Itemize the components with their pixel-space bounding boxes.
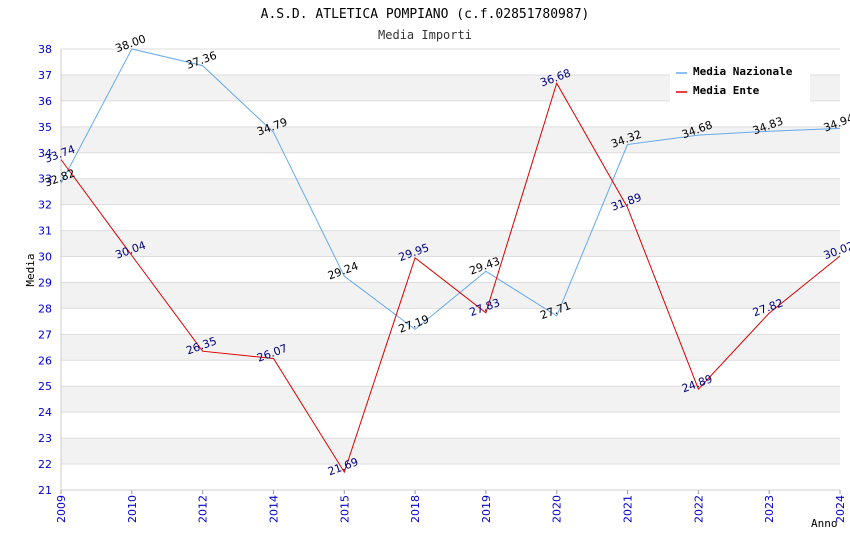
chart-title: A.S.D. ATLETICA POMPIANO (c.f.0285178098… (261, 7, 590, 22)
y-tick-label: 33 (38, 173, 52, 186)
y-axis-label: Media (24, 253, 37, 286)
y-tick-label: 26 (38, 354, 52, 367)
y-tick-label: 31 (38, 225, 52, 238)
legend-label-ente: Media Ente (693, 84, 760, 97)
y-tick-label: 37 (38, 69, 52, 82)
grid-bands (61, 74, 840, 465)
data-label: 29.43 (468, 255, 502, 278)
x-tick-label: 2019 (480, 495, 493, 523)
legend-box (670, 62, 810, 102)
series-lines (60, 48, 841, 474)
y-tick-label: 22 (38, 458, 52, 471)
y-tick-label: 35 (38, 121, 52, 134)
x-tick-labels: 2009 2010 2012 2014 2015 2018 2019 2020 2021 2022… (55, 495, 847, 523)
y-tick-labels: 21 22 23 24 25 26 27 28 29 30 31 32 33 34 35 36 37 38 (38, 43, 52, 497)
grid-band (61, 386, 840, 413)
y-tick-label: 36 (38, 95, 52, 108)
grid-band (61, 334, 840, 361)
y-tick-label: 34 (38, 147, 52, 160)
y-tick-label: 24 (38, 406, 52, 419)
y-tick-label: 38 (38, 43, 52, 56)
gridlines (60, 48, 841, 494)
legend-label-nazionale: Media Nazionale (693, 65, 793, 78)
x-tick-label: 2020 (551, 495, 564, 523)
grid-band (61, 126, 840, 153)
y-tick-label: 28 (38, 302, 52, 315)
y-tick-label: 30 (38, 251, 52, 264)
series-line-media-ente (60, 81, 841, 474)
chart-subtitle: Media Importi (378, 28, 472, 42)
grid-band (61, 178, 840, 205)
x-tick-label: 2015 (338, 495, 351, 523)
y-tick-label: 27 (38, 328, 52, 341)
grid-band (61, 282, 840, 309)
axes (60, 49, 840, 491)
x-tick-label: 2023 (763, 495, 776, 523)
x-tick-label: 2009 (55, 495, 68, 523)
x-axis-label: Anno (811, 517, 838, 530)
x-tick-label: 2024 (834, 495, 847, 523)
grid-band (61, 230, 840, 257)
x-tick-label: 2014 (267, 495, 280, 523)
data-label: 37.36 (184, 49, 218, 72)
x-tick-label: 2018 (409, 495, 422, 523)
series-line-media-nazionale (60, 48, 841, 331)
data-label: 27.19 (397, 313, 431, 336)
y-tick-label: 29 (38, 276, 52, 289)
grid-band (61, 438, 840, 465)
x-tick-label: 2012 (197, 495, 210, 523)
y-tick-label: 32 (38, 199, 52, 212)
data-label: 29.24 (326, 259, 360, 282)
legend: Media Nazionale Media Ente (670, 62, 810, 102)
x-tick-label: 2021 (622, 495, 635, 523)
x-tick-label: 2010 (126, 495, 139, 523)
y-tick-label: 21 (38, 484, 52, 497)
y-tick-label: 25 (38, 380, 52, 393)
x-tick-label: 2022 (692, 495, 705, 523)
y-tick-label: 23 (38, 432, 52, 445)
